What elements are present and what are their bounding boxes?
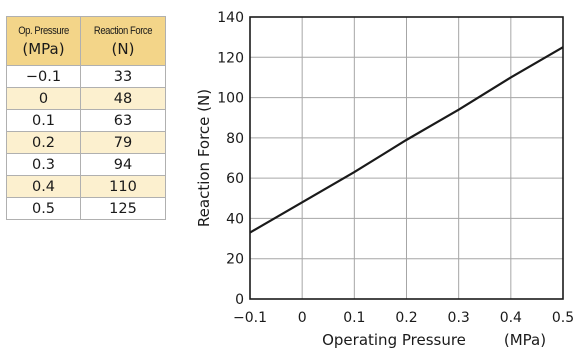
table-cell-force: 63 xyxy=(80,109,166,132)
table-cell-pressure: 0.5 xyxy=(6,197,81,220)
table-cell-force: 94 xyxy=(80,153,166,176)
table-row: 0.5 125 xyxy=(6,197,166,220)
x-tick-label: 0 xyxy=(298,310,307,326)
column-header-unit: (N) xyxy=(111,39,135,58)
y-tick-label: 100 xyxy=(217,91,244,107)
table-cell-pressure: 0.1 xyxy=(6,109,81,132)
y-tick-label: 140 xyxy=(217,10,244,26)
x-tick-label: 0.2 xyxy=(395,310,417,326)
column-header-name: Op. Pressure xyxy=(18,24,69,37)
y-tick-label: 40 xyxy=(226,211,244,227)
table-row: 0.3 94 xyxy=(6,153,166,176)
column-header-pressure: Op. Pressure (MPa) xyxy=(6,16,81,66)
plot-frame xyxy=(249,16,564,300)
table-cell-force: 48 xyxy=(80,87,166,110)
y-tick-labels: 0 20 40 60 80 100 120 140 xyxy=(217,10,244,308)
column-header-name: Reaction Force xyxy=(93,24,153,37)
x-axis-title: Operating Pressure xyxy=(322,331,466,349)
x-tick-label: 0.4 xyxy=(500,310,522,326)
table-cell-pressure: 0.4 xyxy=(6,175,81,198)
table-cell-pressure: −0.1 xyxy=(6,65,81,88)
x-axis-unit: (MPa) xyxy=(504,331,546,349)
table-row: 0.4 110 xyxy=(6,175,166,198)
y-tick-label: 80 xyxy=(226,131,244,147)
x-tick-labels: −0.1 0 0.1 0.2 0.3 0.4 0.5 xyxy=(233,310,574,326)
x-tick-label: 0.5 xyxy=(552,310,574,326)
series-layer xyxy=(249,46,564,234)
table-cell-pressure: 0.3 xyxy=(6,153,81,176)
table-row: 0.1 63 xyxy=(6,109,166,132)
grid-lines xyxy=(249,16,564,300)
y-tick-label: 20 xyxy=(226,252,244,268)
x-tick-label: −0.1 xyxy=(233,310,267,326)
y-tick-label: 0 xyxy=(235,292,244,308)
x-tick-label: 0.1 xyxy=(343,310,365,326)
table-cell-force: 125 xyxy=(80,197,166,220)
column-header-force: Reaction Force (N) xyxy=(80,16,166,66)
x-tick-label: 0.3 xyxy=(448,310,470,326)
y-tick-label: 60 xyxy=(226,171,244,187)
table-row: 0.2 79 xyxy=(6,131,166,154)
y-tick-label: 120 xyxy=(217,50,244,66)
series-line xyxy=(249,46,564,234)
table-row: 0 48 xyxy=(6,87,166,110)
table-cell-force: 79 xyxy=(80,131,166,154)
data-table: Op. Pressure (MPa) Reaction Force (N) −0… xyxy=(6,16,166,220)
table-header-row: Op. Pressure (MPa) Reaction Force (N) xyxy=(6,16,166,66)
column-header-unit: (MPa) xyxy=(22,39,65,58)
y-axis-title: Reaction Force (N) xyxy=(195,89,213,227)
